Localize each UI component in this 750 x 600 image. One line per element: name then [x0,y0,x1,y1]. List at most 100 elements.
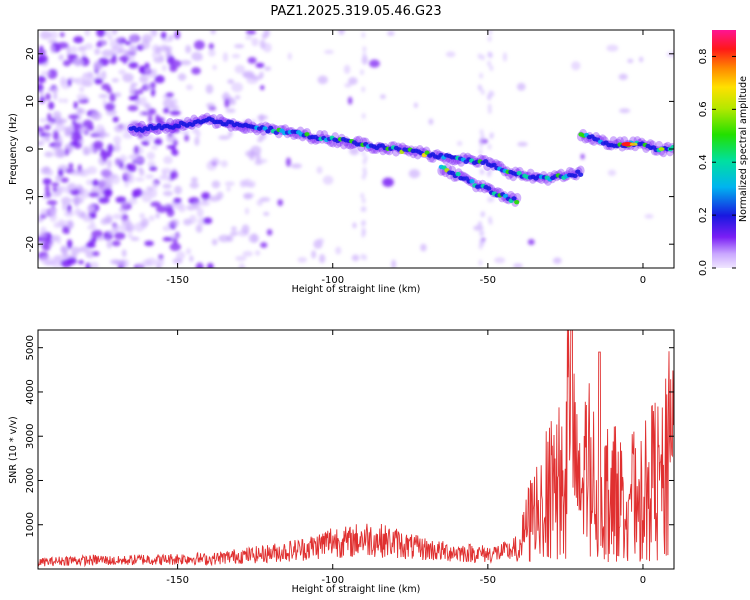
spectrogram-noise-blob [66,239,73,249]
spectrogram-noise-blob [362,158,367,165]
ridge-core-blob [511,196,517,201]
spectrogram-noise-blob [250,119,257,126]
spectrogram-noise-blob [361,231,366,238]
spectrogram-noise-blob [245,150,256,157]
spectrogram-noise-blob [120,201,129,207]
spectrogram-noise-blob [480,168,485,175]
spectrogram-noise-blob [363,170,368,177]
spectrogram-noise-blob [127,154,137,160]
spectrogram-noise-blob [191,67,201,75]
spectrogram-noise-blob [250,75,263,80]
spectrogram-noise-blob [76,93,86,101]
spectrogram-noise-blob [263,30,269,38]
spectrogram-noise-blob [70,246,80,256]
spectrogram-noise-blob [517,141,528,147]
ridge-core-blob [268,125,274,131]
spectrogram-noise-blob [256,115,269,120]
spectrogram-noise-blob [96,235,105,241]
ridge-core-blob [469,179,475,184]
spectrogram-noise-blob [477,221,482,228]
ridge-core-blob [514,199,520,205]
spectrogram-noise-blob [78,168,90,177]
spectrogram-noise-blob [38,54,48,64]
spectrogram-noise-blob [231,226,237,231]
spectrogram-noise-blob [487,143,492,150]
spectrogram-noise-blob [148,108,157,115]
spectrogram-noise-blob [242,70,255,79]
spectrogram-noise-blob [52,87,59,93]
ridge-core-blob [491,162,497,168]
ridge-core-blob [483,159,489,164]
snr-x-tick-label: 0 [640,575,646,586]
spectrogram-noise-blob [96,30,106,38]
spectrogram-noise-blob [277,199,284,207]
spectrogram-noise-blob [343,64,351,75]
spectrogram-noise-blob [208,43,215,50]
ridge-core-blob [670,145,674,150]
spectrogram-noise-blob [144,240,154,247]
spectrogram-noise-blob [112,116,119,123]
spectrogram-noise-blob [176,251,186,260]
spectrogram-noise-blob [127,164,137,173]
spectrogram-noise-blob [166,49,171,59]
spectrogram-noise-blob [201,191,211,200]
spectrogram-noise-blob [351,254,360,262]
spectrogram-noise-blob [242,250,253,257]
spectrogram-noise-blob [111,78,120,83]
spectrogram-noise-blob [111,240,121,247]
spectrogram-noise-blob [316,166,323,174]
spectrogram-noise-blob [368,59,380,68]
spectrogram-noise-blob [77,139,85,144]
spectrogram-noise-blob [127,105,139,112]
ridge-core-blob [578,172,584,177]
spectrogram-noise-blob [171,144,176,152]
spectrogram-noise-blob [194,55,204,61]
spectrogram-noise-blob [487,51,492,58]
spectrogram-noise-blob [77,45,87,52]
spectrogram-noise-blob [552,257,562,264]
spectrogram-noise-blob [95,124,105,134]
spectrogram-noise-blob [212,64,217,71]
spectrogram-noise-blob [198,200,211,207]
spectrogram-noise-blob [479,136,484,143]
spectrogram-noise-blob [362,46,367,53]
spectrogram-noise-blob [361,86,366,93]
spectrogram-noise-blob [55,175,62,182]
spectrogram-noise-blob [166,208,175,217]
spectrogram-noise-blob [163,155,173,165]
spectrogram-noise-blob [129,90,137,96]
spectrogram-noise-blob [481,211,486,218]
spectrogram-noise-blob [487,35,492,42]
spectrogram-noise-blob [255,152,261,161]
spectrogram-noise-blob [478,85,483,92]
spectrogram-noise-blob [408,168,420,179]
spectrogram-noise-blob [382,177,394,188]
spectrogram-noise-blob [516,82,526,91]
spectrogram-noise-blob [245,30,257,35]
spectrogram-noise-blob [122,73,134,83]
spectrogram-noise-blob [101,39,106,45]
spectrogram-noise-blob [352,222,357,229]
spectrogram-noise-blob [118,207,124,212]
spectrogram-noise-blob [153,138,163,146]
spectrogram-noise-blob [231,82,244,93]
spectrogram-noise-blob [86,204,96,214]
spectrogram-noise-blob [56,235,62,245]
ridge-core-blob [575,169,581,174]
spectrogram-noise-blob [153,182,158,189]
spectrogram-noise-blob [57,41,69,49]
spectrogram-noise-blob [39,117,48,123]
snr-x-ticks: -150 -100 -50 0 [166,330,646,586]
snr-y-label: SNR (10 * v/v) [8,416,19,484]
spectrogram-noise-blob [40,70,51,76]
spectrogram-noise-blob [134,157,144,163]
spectrogram-noise-blob [87,75,96,82]
spectrogram-noise-blob [38,49,47,55]
spectrogram-noise-blob [141,140,150,146]
spectrogram-noise-blob [218,135,231,140]
spectrogram-noise-blob [174,185,182,195]
ridge-core-blob [304,132,310,137]
spectrogram-noise-blob [134,188,143,197]
spectrogram-noise-blob [48,101,55,110]
colorbar-gradient [712,30,736,268]
